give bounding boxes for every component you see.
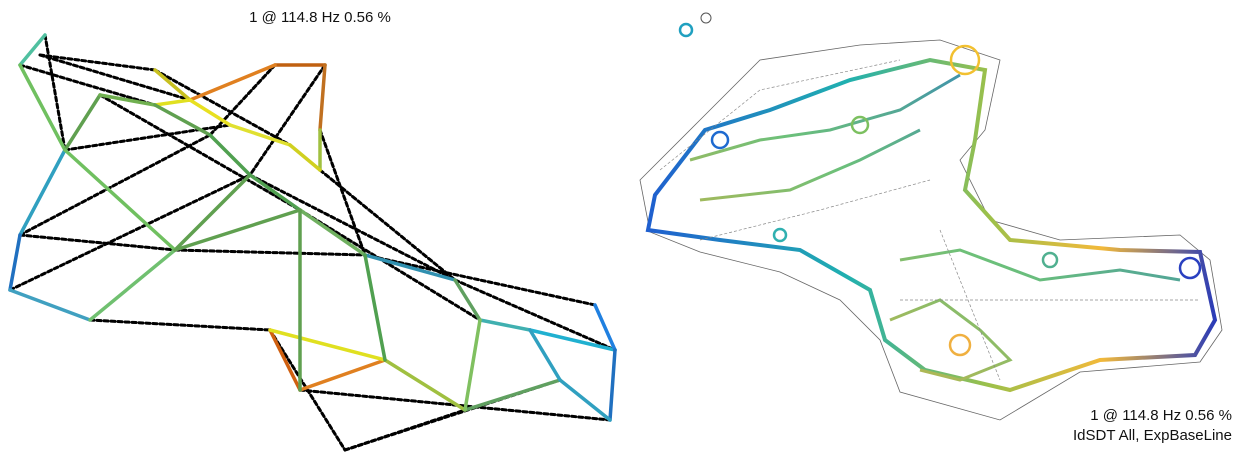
model-edge: [645, 57, 1218, 393]
edge: [528, 328, 562, 382]
hole: [948, 333, 972, 357]
dashed-edge: [208, 63, 277, 137]
edge: [18, 148, 67, 237]
view-title: 1 @ 114.8 Hz 0.56 %: [249, 9, 391, 26]
edge: [188, 63, 277, 102]
edge: [478, 318, 532, 332]
dashed-edge: [173, 248, 367, 257]
edge: [363, 253, 387, 362]
hole: [1041, 251, 1059, 269]
hole: [949, 44, 981, 76]
edge: [18, 63, 67, 152]
edge: [208, 133, 252, 177]
edge: [188, 98, 232, 127]
edge: [88, 248, 177, 322]
edge: [228, 123, 292, 147]
edge: [453, 278, 482, 322]
edge: [98, 93, 157, 107]
edge: [18, 33, 47, 67]
dashed-edge: [38, 53, 157, 72]
model-detail: [659, 59, 1200, 381]
edge: [593, 303, 617, 352]
edge: [558, 378, 612, 422]
dashed-edge: [248, 173, 457, 282]
edge: [288, 143, 322, 172]
hole: [772, 227, 788, 243]
edge: [153, 98, 192, 107]
hole: [700, 12, 712, 24]
edge: [63, 148, 177, 252]
dashed-edge: [298, 208, 482, 322]
dashed-edge: [88, 318, 272, 332]
wireframe-model: [8, 33, 617, 452]
dashed-edge: [8, 173, 252, 292]
dashed-edge: [153, 68, 292, 147]
hole: [1178, 256, 1202, 280]
model-outline: [639, 39, 1223, 421]
dashed-edge: [18, 233, 177, 252]
edge: [8, 233, 22, 292]
edge: [248, 173, 302, 212]
fe-model: [639, 12, 1223, 421]
edge: [363, 253, 457, 282]
edge: [298, 358, 387, 392]
dashed-edge: [318, 128, 367, 257]
edge: [463, 318, 482, 412]
dashed-edge: [43, 33, 67, 152]
edge: [8, 288, 92, 322]
dashed-edge: [18, 63, 157, 107]
edge: [173, 208, 302, 252]
edge: [268, 328, 387, 362]
dashed-edge: [248, 63, 327, 177]
edge: [318, 63, 327, 132]
dashed-edge: [18, 133, 212, 237]
model-holes: [678, 12, 1202, 357]
model-edge: [689, 73, 1181, 382]
edge: [153, 68, 192, 102]
dashed-edge: [453, 278, 617, 352]
edge: [608, 348, 617, 422]
dashed-edge: [363, 253, 597, 307]
view-label: 1 @ 114.8 Hz 0.56 %: [1090, 407, 1232, 424]
hole: [850, 115, 870, 135]
dashed-edge: [98, 93, 302, 212]
dashed-edge: [318, 168, 457, 282]
edge: [153, 103, 212, 137]
edge: [528, 328, 617, 352]
edge: [173, 173, 252, 252]
edge: [383, 358, 467, 412]
edge: [268, 328, 302, 392]
view-label: IdSDT All, ExpBaseLine: [1073, 427, 1232, 444]
edge: [463, 378, 562, 412]
hole: [710, 130, 730, 150]
edge: [63, 93, 102, 152]
dashed-edge: [38, 53, 192, 102]
edge: [298, 208, 367, 257]
hole: [678, 22, 694, 38]
